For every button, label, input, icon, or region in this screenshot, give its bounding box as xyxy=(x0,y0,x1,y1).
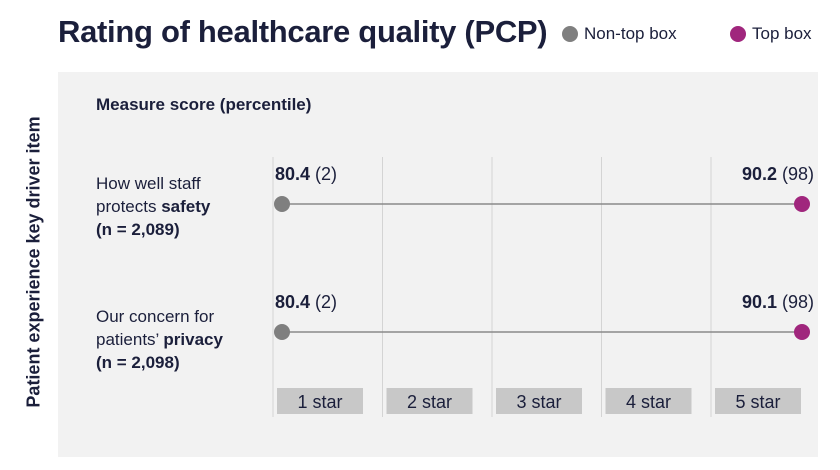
data-label-value: 80.4 xyxy=(275,292,310,312)
dumbbell-point-non-top xyxy=(274,324,290,340)
data-label-non-top: 80.4 (2) xyxy=(275,292,337,312)
x-tick-label: 2 star xyxy=(407,392,452,412)
legend-dot-icon xyxy=(562,26,578,42)
legend-item-top-box: Top box xyxy=(730,24,812,44)
item-label-line1: How well staff xyxy=(96,174,201,193)
x-category-box xyxy=(277,388,363,414)
y-axis-label: Patient experience key driver item xyxy=(23,116,44,408)
data-label-value: 90.1 xyxy=(742,292,777,312)
item-label-keyword: privacy xyxy=(163,330,223,349)
data-label-top: 90.1 (98) xyxy=(742,292,814,312)
x-category-box xyxy=(605,388,692,414)
item-label-line2a: patients’ xyxy=(96,330,164,349)
item-label-keyword: safety xyxy=(161,197,211,216)
item-label-line1: Our concern for xyxy=(96,307,215,326)
data-label-percentile: (2) xyxy=(310,292,337,312)
x-category-box xyxy=(496,388,582,414)
dumbbell-point-top xyxy=(794,324,810,340)
chart-panel: 1 star 2 star 3 star 4 star 5 star 80.4 (2) 90… xyxy=(58,72,818,457)
data-label-value: 90.2 xyxy=(742,164,777,184)
chart-subtitle: Measure score (percentile) xyxy=(96,95,312,114)
data-label-percentile: (98) xyxy=(777,164,814,184)
x-tick-label: 4 star xyxy=(626,392,671,412)
item-label-privacy: Our concern for patients’ privacy (n = 2… xyxy=(96,305,276,374)
x-category-box xyxy=(715,388,801,414)
item-label-safety: How well staff protects safety (n = 2,08… xyxy=(96,172,276,241)
data-label-non-top: 80.4 (2) xyxy=(275,164,337,184)
data-label-percentile: (2) xyxy=(310,164,337,184)
legend-label: Top box xyxy=(752,24,812,43)
data-label-top: 90.2 (98) xyxy=(742,164,814,184)
data-label-percentile: (98) xyxy=(777,292,814,312)
chart-plot: 1 star 2 star 3 star 4 star 5 star 80.4 (2) 90… xyxy=(272,157,814,417)
x-tick-label: 1 star xyxy=(297,392,342,412)
legend-label: Non-top box xyxy=(584,24,677,43)
data-label-value: 80.4 xyxy=(275,164,310,184)
x-tick-label: 3 star xyxy=(516,392,561,412)
dumbbell-point-top xyxy=(794,196,810,212)
chart-title: Rating of healthcare quality (PCP) xyxy=(58,14,548,49)
y-axis-label-container: Patient experience key driver item xyxy=(14,72,54,452)
x-category-box xyxy=(386,388,473,414)
dumbbell-point-non-top xyxy=(274,196,290,212)
x-tick-label: 5 star xyxy=(735,392,780,412)
item-label-n: (n = 2,098) xyxy=(96,353,180,372)
item-label-line2a: protects xyxy=(96,197,162,216)
legend-item-non-top-box: Non-top box xyxy=(562,24,677,44)
legend-dot-icon xyxy=(730,26,746,42)
item-label-n: (n = 2,089) xyxy=(96,220,180,239)
